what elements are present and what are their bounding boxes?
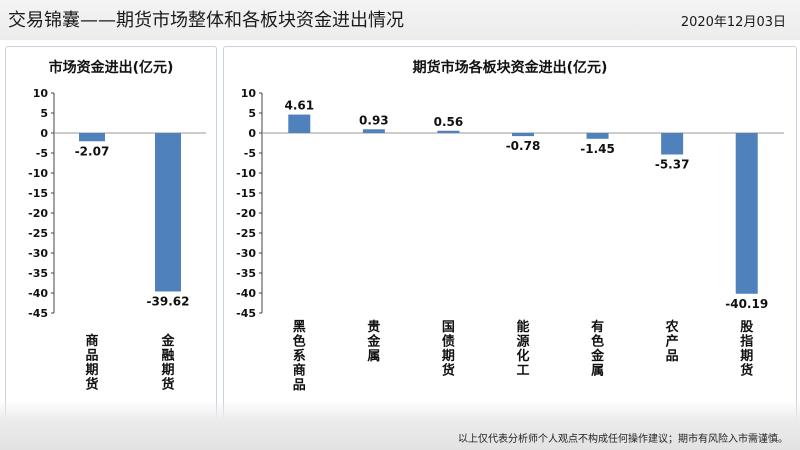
sector-flow-bar	[437, 130, 460, 133]
market-flow-y-tick-label: -40	[28, 287, 48, 300]
market-flow-bar	[155, 133, 181, 292]
sector-flow-y-tick-label: -15	[236, 187, 256, 200]
market-flow-chart-title: 市场资金进出(亿元)	[48, 60, 174, 76]
sector-flow-y-tick-label: -45	[236, 307, 256, 320]
sector-flow-y-tick-label: -10	[236, 167, 256, 180]
sector-flow-category-label: 国债期货	[442, 320, 455, 379]
sector-flow-bar	[735, 133, 758, 294]
bottom-decoration	[0, 400, 800, 450]
market-flow-y-tick-label: 0	[40, 127, 48, 140]
sector-flow-value-label: -0.78	[506, 139, 541, 153]
sector-flow-category-label: 有色金属	[590, 319, 605, 379]
sector-flow-value-label: -1.45	[580, 142, 615, 156]
sector-flow-panel: 期货市场各板块资金进出(亿元) 10 5 0 -5 -10 -15 -20 -25 -30 -35…	[223, 46, 797, 424]
sector-flow-category-label: 农产品	[665, 319, 679, 364]
sector-flow-value-label: -5.37	[655, 157, 690, 171]
sector-flow-bar	[586, 133, 609, 139]
sector-flow-y-tick-label: -25	[236, 227, 256, 240]
market-flow-y-tick-label: -20	[28, 207, 48, 220]
sector-flow-category-label: 能源化工	[516, 319, 529, 379]
market-flow-y-tick-label: 10	[33, 87, 49, 100]
sector-flow-y-tick-label: 5	[248, 107, 256, 120]
sector-flow-bar	[661, 133, 684, 155]
sector-flow-category-label: 股指期货	[740, 320, 753, 379]
market-flow-category-label: 商品期货	[85, 333, 98, 393]
market-flow-y-tick-label: -45	[28, 307, 48, 320]
market-flow-y-tick-label: -10	[28, 167, 48, 180]
sector-flow-bar	[288, 114, 311, 133]
market-flow-value-label: -39.62	[147, 294, 190, 308]
market-flow-y-tick-label: -25	[28, 227, 48, 240]
sector-flow-category-label: 贵金属	[366, 319, 381, 364]
market-flow-y-tick-label: 5	[40, 107, 48, 120]
sector-flow-bar	[512, 133, 534, 137]
market-flow-y-tick-label: -5	[36, 147, 48, 160]
sector-flow-value-label: 4.61	[284, 99, 314, 113]
sector-flow-y-tick-label: -5	[244, 147, 256, 160]
market-flow-y-tick-label: -15	[28, 187, 48, 200]
market-flow-panel: 市场资金进出(亿元) 10 5 0 -5 -10 -15 -20 -25 -30 -35 -40 -4…	[5, 46, 217, 424]
market-flow-value-label: -2.07	[75, 144, 110, 158]
sector-flow-value-label: 0.56	[434, 115, 464, 129]
market-flow-y-tick-label: -35	[28, 267, 48, 280]
sector-flow-chart-title: 期货市场各板块资金进出(亿元)	[412, 60, 608, 76]
disclaimer-text: 以上仅代表分析师个人观点不构成任何操作建议；期市有风险入市需谨慎。	[458, 434, 788, 445]
sector-flow-y-tick-label: 0	[248, 127, 256, 140]
sector-flow-bar	[362, 129, 385, 133]
sector-flow-y-tick-label: -30	[236, 247, 256, 260]
sector-flow-value-label: 0.93	[359, 113, 389, 127]
market-flow-category-label: 金融期货	[160, 333, 175, 393]
sector-flow-y-tick-label: -40	[236, 287, 256, 300]
market-flow-chart: 10 5 0 -5 -10 -15 -20 -25 -30 -35 -40 -45 -2.07 商品期货 -…	[28, 87, 206, 393]
sector-flow-category-label: 黑色系商品	[293, 320, 306, 393]
report-date: 2020年12月03日	[680, 15, 786, 30]
sector-flow-y-tick-label: -20	[236, 207, 256, 220]
sector-flow-value-label: -40.19	[725, 297, 768, 311]
header-banner: 交易锦囊——期货市场整体和各板块资金进出情况 2020年12月03日	[0, 0, 800, 40]
page-title: 交易锦囊——期货市场整体和各板块资金进出情况	[8, 10, 404, 31]
sector-flow-y-tick-label: -35	[236, 267, 256, 280]
sector-flow-y-tick-label: 10	[241, 87, 257, 100]
market-flow-y-tick-label: -30	[28, 247, 48, 260]
sector-flow-chart: 10 5 0 -5 -10 -15 -20 -25 -30 -35 -40 -45 4.61 黑色系商品 0…	[236, 87, 784, 393]
market-flow-bar	[79, 133, 105, 142]
